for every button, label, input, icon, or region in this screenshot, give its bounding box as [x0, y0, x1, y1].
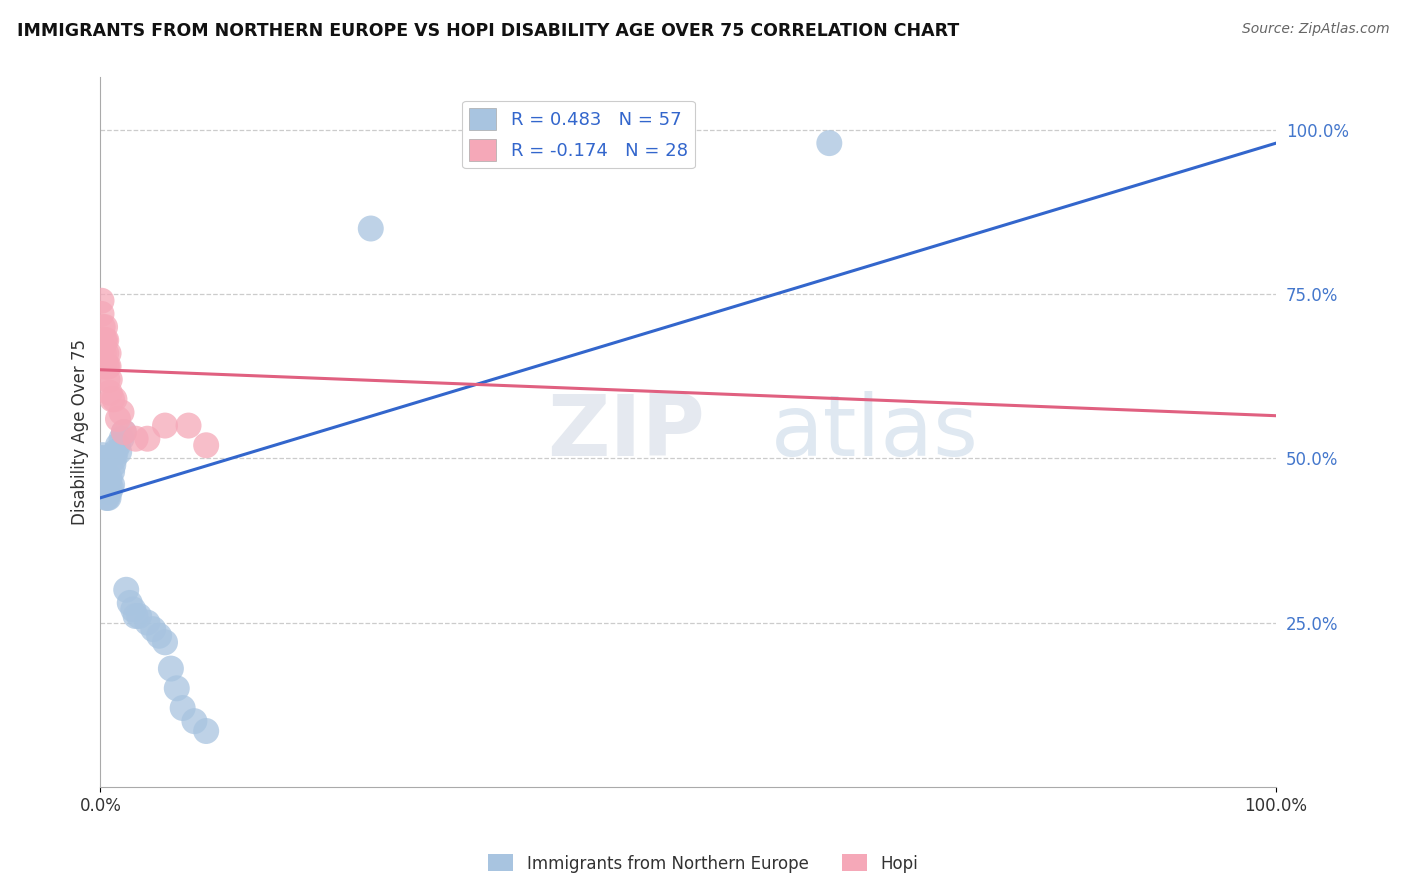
Point	[93, 477, 115, 491]
Point	[103, 451, 125, 466]
Point	[91, 455, 114, 469]
Point	[108, 445, 131, 459]
Point	[103, 392, 125, 407]
Point	[160, 662, 183, 676]
Point	[93, 465, 115, 479]
Point	[90, 451, 112, 466]
Point	[96, 484, 118, 499]
Point	[136, 432, 159, 446]
Point	[166, 681, 188, 696]
Point	[101, 392, 124, 407]
Point	[96, 373, 118, 387]
Point	[818, 136, 841, 150]
Y-axis label: Disability Age Over 75: Disability Age Over 75	[72, 339, 89, 525]
Point	[107, 412, 129, 426]
Point	[136, 615, 159, 630]
Point	[98, 385, 121, 400]
Point	[93, 471, 115, 485]
Point	[93, 451, 115, 466]
Point	[91, 461, 114, 475]
Point	[94, 320, 117, 334]
Point	[128, 609, 150, 624]
Point	[94, 477, 117, 491]
Point	[90, 458, 112, 472]
Legend: Immigrants from Northern Europe, Hopi: Immigrants from Northern Europe, Hopi	[481, 847, 925, 880]
Point	[124, 432, 146, 446]
Text: atlas: atlas	[770, 391, 979, 474]
Point	[100, 481, 122, 495]
Point	[195, 724, 218, 739]
Legend: R = 0.483   N = 57, R = -0.174   N = 28: R = 0.483 N = 57, R = -0.174 N = 28	[463, 101, 695, 169]
Point	[90, 293, 112, 308]
Point	[94, 333, 117, 347]
Point	[94, 484, 117, 499]
Point	[110, 405, 132, 419]
Point	[96, 484, 118, 499]
Point	[97, 346, 120, 360]
Point	[195, 438, 218, 452]
Point	[360, 221, 382, 235]
Point	[93, 346, 115, 360]
Point	[97, 491, 120, 505]
Point	[172, 701, 194, 715]
Point	[153, 418, 176, 433]
Point	[91, 340, 114, 354]
Point	[93, 475, 115, 489]
Point	[148, 629, 170, 643]
Point	[90, 451, 112, 466]
Point	[93, 458, 115, 472]
Point	[103, 458, 125, 472]
Point	[112, 425, 135, 439]
Point	[96, 359, 118, 374]
Point	[91, 458, 114, 472]
Point	[91, 448, 114, 462]
Point	[91, 465, 114, 479]
Point	[98, 373, 121, 387]
Point	[142, 622, 165, 636]
Point	[90, 307, 112, 321]
Point	[183, 714, 205, 728]
Point	[94, 471, 117, 485]
Point	[96, 491, 118, 505]
Point	[96, 477, 118, 491]
Point	[177, 418, 200, 433]
Point	[124, 609, 146, 624]
Point	[153, 635, 176, 649]
Point	[96, 477, 118, 491]
Point	[96, 346, 118, 360]
Text: IMMIGRANTS FROM NORTHERN EUROPE VS HOPI DISABILITY AGE OVER 75 CORRELATION CHART: IMMIGRANTS FROM NORTHERN EUROPE VS HOPI …	[17, 22, 959, 40]
Point	[91, 320, 114, 334]
Point	[93, 333, 115, 347]
Point	[110, 432, 132, 446]
Point	[91, 451, 114, 466]
Text: ZIP: ZIP	[547, 391, 704, 474]
Point	[104, 445, 127, 459]
Point	[96, 333, 118, 347]
Point	[118, 596, 141, 610]
Point	[96, 359, 118, 374]
Point	[97, 359, 120, 374]
Text: Source: ZipAtlas.com: Source: ZipAtlas.com	[1241, 22, 1389, 37]
Point	[90, 455, 112, 469]
Point	[98, 471, 121, 485]
Point	[101, 477, 124, 491]
Point	[93, 359, 115, 374]
Point	[112, 425, 135, 439]
Point	[122, 602, 145, 616]
Point	[115, 582, 138, 597]
Point	[96, 491, 118, 505]
Point	[94, 465, 117, 479]
Point	[98, 484, 121, 499]
Point	[107, 438, 129, 452]
Point	[101, 465, 124, 479]
Point	[90, 458, 112, 472]
Point	[97, 477, 120, 491]
